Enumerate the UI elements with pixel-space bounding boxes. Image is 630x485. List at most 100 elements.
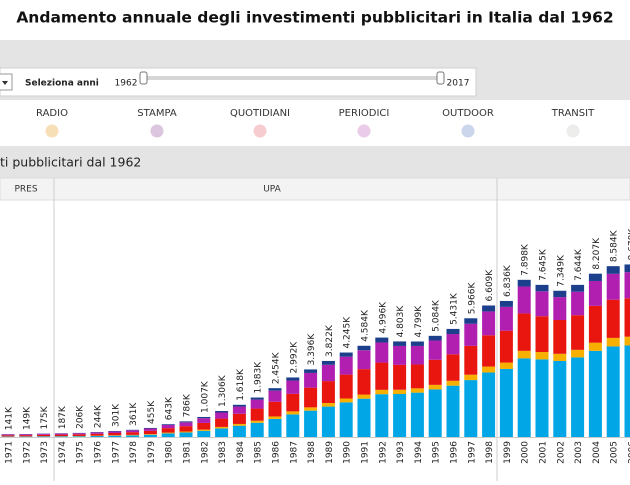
bar-segment xyxy=(571,350,584,358)
x-tick-label: 1995 xyxy=(432,441,442,464)
bar-segment xyxy=(322,361,335,365)
bar-segment xyxy=(447,381,460,386)
bar-segment xyxy=(625,298,630,336)
bar-segment xyxy=(144,434,157,435)
bar-segment xyxy=(447,354,460,380)
bar-segment xyxy=(429,385,442,390)
bar-segment xyxy=(358,399,371,437)
bar-segment xyxy=(322,407,335,437)
bar-segment xyxy=(411,346,424,365)
bar-segment xyxy=(607,266,620,274)
bar-segment xyxy=(108,431,121,433)
bar-segment xyxy=(91,433,104,434)
bar-segment xyxy=(518,287,531,314)
bar-segment xyxy=(55,436,68,437)
legend-swatch[interactable] xyxy=(46,125,59,138)
legend-swatch[interactable] xyxy=(254,125,267,138)
bar-segment xyxy=(180,421,193,422)
total-label: 141K xyxy=(5,406,15,430)
x-tick-label: 1986 xyxy=(272,441,282,464)
bar-segment xyxy=(269,416,282,418)
x-tick-label: 1983 xyxy=(218,441,228,464)
total-label: 7.349K xyxy=(556,254,566,287)
bar-segment xyxy=(536,291,549,316)
bar-segment xyxy=(108,436,121,437)
bar-segment xyxy=(411,388,424,392)
bar-segment xyxy=(482,335,495,366)
x-tick-label: 2004 xyxy=(592,441,602,464)
x-tick-label: 1991 xyxy=(361,441,371,464)
bar-segment xyxy=(536,352,549,359)
bar-segment xyxy=(233,424,246,426)
total-label: 455K xyxy=(147,400,157,424)
bar-segment xyxy=(215,428,228,437)
slider-max: 2017 xyxy=(447,79,470,89)
total-label: 1.007K xyxy=(200,380,210,413)
bar-segment xyxy=(589,351,602,437)
bar-segment xyxy=(2,435,15,436)
bar-segment xyxy=(73,436,86,437)
bar-segment xyxy=(55,435,68,437)
bar-segment xyxy=(340,398,353,402)
x-tick-label: 1999 xyxy=(503,441,513,464)
bar-segment xyxy=(340,353,353,357)
bar-segment xyxy=(322,403,335,407)
bar-segment xyxy=(180,426,193,431)
bar-segment xyxy=(607,346,620,437)
bar-segment xyxy=(500,331,513,363)
bar-segment xyxy=(286,377,299,380)
bar-segment xyxy=(304,369,317,373)
bar-segment xyxy=(19,434,32,435)
total-label: 4.799K xyxy=(414,305,424,338)
total-label: 5.084K xyxy=(432,299,442,332)
bar-segment xyxy=(411,341,424,345)
total-label: 8.207K xyxy=(592,237,602,270)
bar-segment xyxy=(518,280,531,287)
bar-segment xyxy=(429,336,442,341)
bar-segment xyxy=(197,417,210,418)
bar-segment xyxy=(607,274,620,300)
bar-segment xyxy=(37,434,50,435)
bar-segment xyxy=(197,431,210,437)
legend-label: OUTDOOR xyxy=(442,108,494,119)
bar-segment xyxy=(464,318,477,323)
total-label: 5.966K xyxy=(467,282,477,315)
bar-segment xyxy=(304,373,317,388)
legend-swatch[interactable] xyxy=(151,125,164,138)
bar-segment xyxy=(536,316,549,352)
bar-segment xyxy=(144,428,157,429)
bar-segment xyxy=(500,301,513,307)
bar-segment xyxy=(571,285,584,292)
bar-segment xyxy=(304,411,317,437)
bar-segment xyxy=(518,351,531,359)
bar-segment xyxy=(37,435,50,436)
legend-swatch[interactable] xyxy=(567,125,580,138)
bar-segment xyxy=(625,264,630,272)
legend-swatch[interactable] xyxy=(462,125,475,138)
bar-segment xyxy=(215,419,228,427)
slider-handle[interactable] xyxy=(140,72,147,84)
bar-segment xyxy=(180,432,193,437)
x-tick-label: 1980 xyxy=(165,441,175,464)
bar-segment xyxy=(393,365,406,390)
bar-segment xyxy=(393,346,406,365)
bar-segment xyxy=(251,400,264,409)
bar-segment xyxy=(375,338,388,343)
bar-segment xyxy=(251,398,264,400)
bar-segment xyxy=(571,357,584,437)
slider-handle[interactable] xyxy=(437,72,444,84)
bar-segment xyxy=(269,391,282,402)
section-title: ti pubblicitari dal 1962 xyxy=(0,155,141,170)
x-tick-label: 1974 xyxy=(58,441,68,464)
bar-segment xyxy=(180,422,193,426)
bar-segment xyxy=(340,375,353,399)
bar-segment xyxy=(571,315,584,350)
bar-segment xyxy=(625,272,630,298)
total-label: 1.618K xyxy=(236,368,246,401)
x-tick-label: 1976 xyxy=(94,441,104,464)
bar-segment xyxy=(411,393,424,437)
bar-segment xyxy=(91,434,104,436)
bar-segment xyxy=(340,357,353,375)
bar-segment xyxy=(375,363,388,390)
legend-swatch[interactable] xyxy=(358,125,371,138)
